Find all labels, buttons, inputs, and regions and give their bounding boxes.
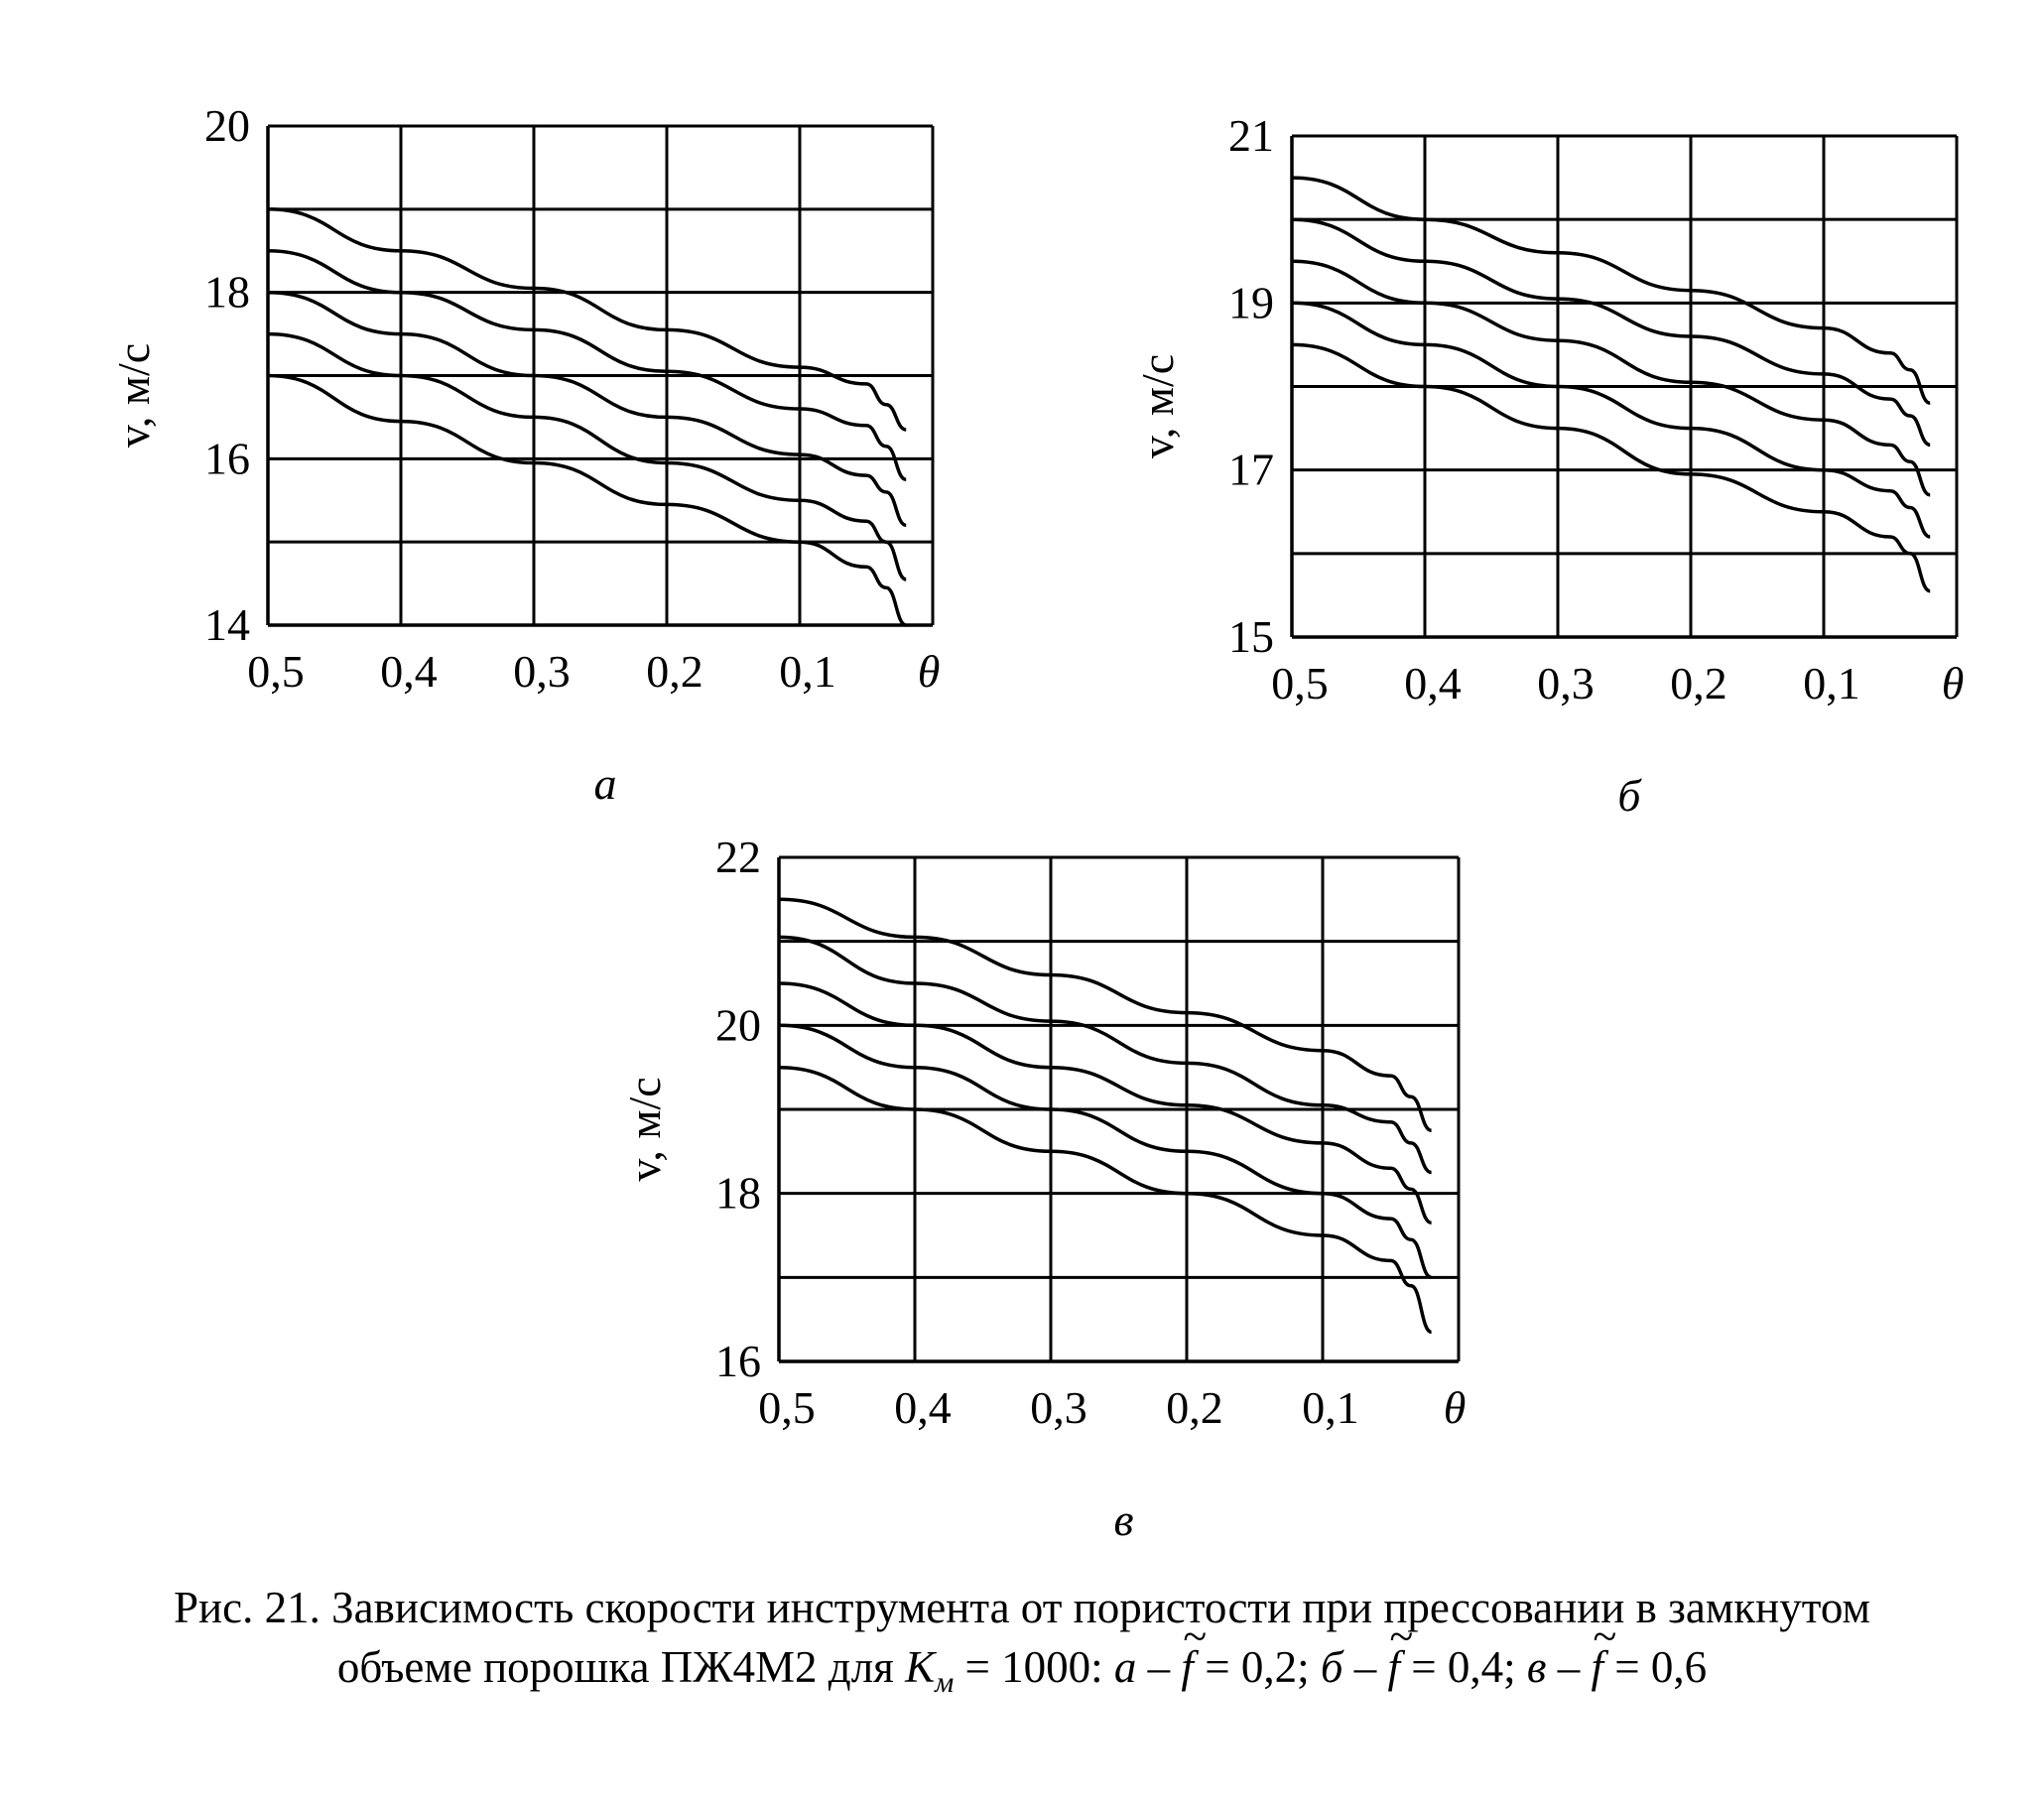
- x-tick-label-c: 0,3: [1030, 1382, 1087, 1433]
- caption-part-b-dash: –: [1342, 1642, 1388, 1692]
- caption-part-a-sep: ;: [1297, 1642, 1321, 1692]
- series-line-b-4: [1291, 301, 1931, 539]
- x-tick-label-a: 0,5: [247, 646, 305, 697]
- caption-part-a-letter: а: [1113, 1642, 1137, 1692]
- series-line-c-4: [778, 1023, 1433, 1280]
- caption-part-a-f-tilde: f: [1181, 1608, 1206, 1697]
- caption-part-b: б – f = 0,4;: [1320, 1608, 1527, 1692]
- y-tick-label-b: 21: [1228, 110, 1274, 161]
- series-line-a-3: [267, 290, 907, 528]
- series-line-c-3: [778, 981, 1433, 1225]
- series-line-b-5: [1291, 342, 1931, 593]
- x-axis-label-c: θ: [1444, 1382, 1467, 1433]
- caption-part-a-dash: –: [1136, 1642, 1182, 1692]
- caption-prefix: объеме порошка ПЖ4М2 для: [336, 1642, 906, 1692]
- caption-part-c: в – f = 0,6: [1526, 1608, 1708, 1692]
- caption-k-symbol: K: [905, 1642, 936, 1692]
- y-tick-label-b: 15: [1228, 611, 1274, 662]
- series-line-a-1: [267, 207, 907, 432]
- series-line-b-1: [1291, 176, 1931, 406]
- chart-panel-b: 21 19 17 150,5 0,4 0,3 0,2 0,1 θ v, м/с б: [1132, 110, 1964, 821]
- figure-caption: Рис. 21. Зависимость скорости инструмент…: [0, 1578, 2044, 1713]
- y-tick-label-a: 18: [204, 267, 250, 318]
- caption-line-1: Рис. 21. Зависимость скорости инструмент…: [174, 1583, 1870, 1632]
- y-tick-label-a: 14: [204, 599, 250, 650]
- y-axis-label-b: v, м/с: [1132, 354, 1183, 458]
- x-tick-label-c: 0,1: [1302, 1382, 1359, 1433]
- x-tick-label-a: 0,1: [779, 646, 836, 697]
- y-tick-label-c: 18: [715, 1168, 761, 1219]
- caption-part-b-f-tilde: f: [1387, 1608, 1412, 1697]
- caption-part-c-letter: в: [1526, 1642, 1547, 1692]
- panel-label-b: б: [1617, 770, 1642, 821]
- x-tick-label-b: 0,4: [1404, 658, 1462, 709]
- y-tick-label-b: 17: [1228, 445, 1274, 495]
- x-tick-label-c: 0,2: [1166, 1382, 1223, 1433]
- series-line-a-4: [267, 331, 907, 581]
- series-line-a-5: [267, 373, 907, 627]
- caption-part-c-value: = 0,6: [1602, 1642, 1708, 1692]
- x-tick-label-c: 0,5: [758, 1382, 816, 1433]
- chart-panel-c: 22 20 18 160,5 0,4 0,3 0,2 0,1 θ v, м/с в: [619, 832, 1466, 1545]
- panel-label-c: в: [1114, 1494, 1134, 1545]
- x-axis-label-b: θ: [1942, 658, 1965, 709]
- series-line-c-2: [778, 935, 1433, 1175]
- x-tick-label-a: 0,3: [513, 646, 571, 697]
- y-axis-label-c: v, м/с: [619, 1077, 670, 1181]
- y-tick-label-c: 16: [715, 1336, 761, 1386]
- series-line-b-2: [1291, 217, 1931, 448]
- x-tick-label-c: 0,4: [894, 1382, 952, 1433]
- x-tick-label-b: 0,2: [1670, 658, 1727, 709]
- x-tick-label-b: 0,1: [1803, 658, 1860, 709]
- caption-part-b-value: = 0,4: [1400, 1642, 1504, 1692]
- x-tick-label-a: 0,2: [646, 646, 703, 697]
- y-tick-label-b: 19: [1228, 277, 1274, 327]
- y-tick-label-a: 16: [204, 433, 250, 483]
- caption-k-subscript: м: [935, 1666, 955, 1699]
- chart-panel-a: 20 18 16 140,5 0,4 0,3 0,2 0,1 θ v, м/с а: [108, 100, 940, 809]
- x-tick-label-b: 0,3: [1537, 658, 1595, 709]
- series-line-c-5: [778, 1065, 1433, 1335]
- series-line-c-1: [778, 897, 1433, 1132]
- series-line-a-2: [267, 249, 907, 482]
- caption-part-c-f-tilde: f: [1591, 1608, 1615, 1697]
- caption-part-b-letter: б: [1320, 1642, 1343, 1692]
- caption-part-a-value: = 0,2: [1193, 1642, 1298, 1692]
- series-line-b-3: [1291, 259, 1931, 497]
- x-axis-label-a: θ: [918, 646, 941, 697]
- y-axis-label-a: v, м/с: [108, 343, 159, 448]
- caption-part-b-sep: ;: [1503, 1642, 1527, 1692]
- x-tick-label-a: 0,4: [380, 646, 438, 697]
- panel-label-a: а: [594, 758, 617, 809]
- y-tick-label-c: 20: [715, 999, 761, 1050]
- caption-part-c-dash: –: [1546, 1642, 1592, 1692]
- caption-line-2: объеме порошка ПЖ4М2 для Kм = 1000: а – …: [0, 1608, 2044, 1713]
- x-tick-label-b: 0,5: [1271, 658, 1329, 709]
- y-tick-label-a: 20: [204, 100, 250, 151]
- y-tick-label-c: 22: [715, 832, 761, 882]
- caption-k-equals: = 1000:: [954, 1642, 1114, 1692]
- caption-part-a: а – f = 0,2;: [1113, 1608, 1321, 1692]
